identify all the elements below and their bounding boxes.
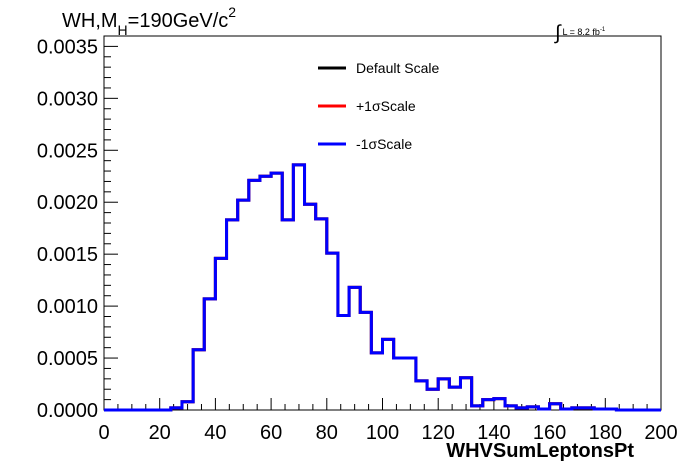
x-tick-label: 160 bbox=[533, 422, 566, 444]
y-tick-label: 0.0020 bbox=[37, 192, 98, 214]
y-tick-label: 0.0010 bbox=[37, 296, 98, 318]
x-tick-label: 100 bbox=[366, 422, 399, 444]
chart-title: WH,MH=190GeV/c2 bbox=[62, 4, 236, 38]
x-axis-title: WHVSumLeptonsPt bbox=[446, 440, 634, 462]
y-tick-label: 0.0035 bbox=[37, 36, 98, 58]
legend-label: Default Scale bbox=[356, 60, 439, 76]
x-tick-label: 200 bbox=[644, 422, 677, 444]
series-line bbox=[104, 163, 661, 412]
y-tick-label: 0.0005 bbox=[37, 348, 98, 370]
x-tick-label: 0 bbox=[98, 422, 109, 444]
luminosity-text: L = 8.2 fb bbox=[562, 27, 600, 37]
series-line bbox=[104, 163, 661, 412]
y-tick-label: 0.0000 bbox=[37, 400, 98, 422]
y-tick-label: 0.0015 bbox=[37, 244, 98, 266]
x-tick-label: 120 bbox=[422, 422, 455, 444]
x-tick-label: 60 bbox=[260, 422, 282, 444]
title-prefix: WH,M bbox=[62, 10, 118, 32]
title-superscript: 2 bbox=[228, 4, 237, 20]
title-middle: =190GeV/c bbox=[127, 10, 229, 32]
y-tick-label: 0.0030 bbox=[37, 88, 98, 110]
x-tick-label: 140 bbox=[477, 422, 510, 444]
title-subscript: H bbox=[117, 22, 128, 38]
legend-label: -1σScale bbox=[356, 136, 412, 152]
legend-label: +1σScale bbox=[356, 98, 416, 114]
integral-icon: ∫ bbox=[555, 22, 561, 44]
x-tick-label: 40 bbox=[204, 422, 226, 444]
series-line bbox=[104, 163, 661, 412]
x-tick-label: 20 bbox=[149, 422, 171, 444]
x-axis: 0 20 40 60 80 100 120 140 160 180 200 bbox=[98, 398, 678, 444]
series-layer bbox=[104, 163, 661, 412]
luminosity-label: ∫ L = 8.2 fb-1 bbox=[555, 18, 606, 44]
y-axis: 0.0000 0.0005 0.0010 0.0015 0.0020 0.0025 0.00… bbox=[37, 35, 118, 422]
x-tick-label: 80 bbox=[316, 422, 338, 444]
legend: Default Scale +1σScale -1σScale bbox=[318, 60, 439, 152]
y-tick-label: 0.0025 bbox=[37, 140, 98, 162]
x-tick-label: 180 bbox=[589, 422, 622, 444]
luminosity-superscript: -1 bbox=[599, 27, 606, 33]
